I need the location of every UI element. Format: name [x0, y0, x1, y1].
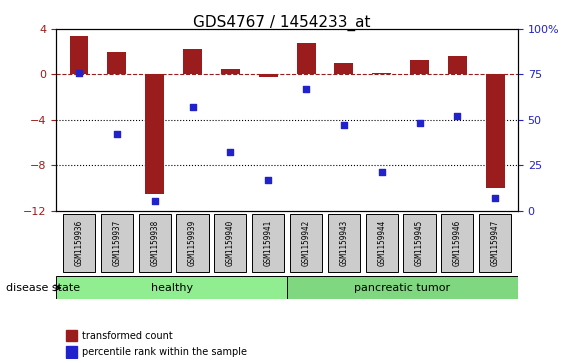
Bar [65, 346, 77, 358]
Text: GSM1159938: GSM1159938 [150, 220, 159, 266]
Point [415, 121, 424, 126]
Text: healthy: healthy [151, 283, 193, 293]
Point [188, 104, 197, 110]
Text: GSM1159945: GSM1159945 [415, 220, 424, 266]
Bar [65, 330, 77, 341]
Text: percentile rank within the sample: percentile rank within the sample [82, 347, 247, 357]
FancyBboxPatch shape [479, 215, 511, 272]
Bar [486, 74, 504, 188]
Point [377, 170, 386, 175]
FancyBboxPatch shape [138, 215, 171, 272]
FancyBboxPatch shape [404, 215, 436, 272]
Bar [334, 63, 354, 74]
FancyBboxPatch shape [252, 215, 284, 272]
FancyBboxPatch shape [215, 215, 247, 272]
Bar [448, 56, 467, 74]
Point [74, 70, 83, 76]
Bar [297, 43, 315, 74]
FancyBboxPatch shape [63, 215, 95, 272]
Text: GSM1159936: GSM1159936 [74, 220, 83, 266]
Bar [221, 69, 240, 74]
FancyBboxPatch shape [365, 215, 398, 272]
Point [263, 177, 272, 183]
Bar [287, 276, 518, 299]
Text: GSM1159942: GSM1159942 [302, 220, 311, 266]
Bar [108, 52, 126, 74]
FancyBboxPatch shape [328, 215, 360, 272]
FancyBboxPatch shape [441, 215, 473, 272]
Bar [145, 74, 164, 193]
Text: GSM1159939: GSM1159939 [188, 220, 197, 266]
FancyBboxPatch shape [176, 215, 209, 272]
Point [339, 122, 348, 128]
Text: pancreatic tumor: pancreatic tumor [355, 283, 450, 293]
Text: GDS4767 / 1454233_at: GDS4767 / 1454233_at [193, 15, 370, 31]
Text: GSM1159941: GSM1159941 [263, 220, 272, 266]
Point [491, 195, 500, 201]
Text: GSM1159946: GSM1159946 [453, 220, 462, 266]
Bar [410, 60, 429, 74]
Text: disease state: disease state [6, 283, 80, 293]
Point [226, 150, 235, 155]
Bar [56, 276, 287, 299]
Point [453, 113, 462, 119]
Bar [183, 49, 202, 74]
FancyBboxPatch shape [101, 215, 133, 272]
Bar [372, 73, 391, 74]
Point [150, 199, 159, 204]
FancyBboxPatch shape [290, 215, 322, 272]
Text: GSM1159944: GSM1159944 [377, 220, 386, 266]
Text: GSM1159937: GSM1159937 [113, 220, 122, 266]
Text: GSM1159943: GSM1159943 [339, 220, 348, 266]
Point [302, 86, 311, 92]
Text: transformed count: transformed count [82, 331, 172, 341]
Text: GSM1159940: GSM1159940 [226, 220, 235, 266]
Point [113, 131, 122, 137]
Text: GSM1159947: GSM1159947 [491, 220, 500, 266]
Bar [259, 74, 278, 77]
Bar [70, 36, 88, 74]
